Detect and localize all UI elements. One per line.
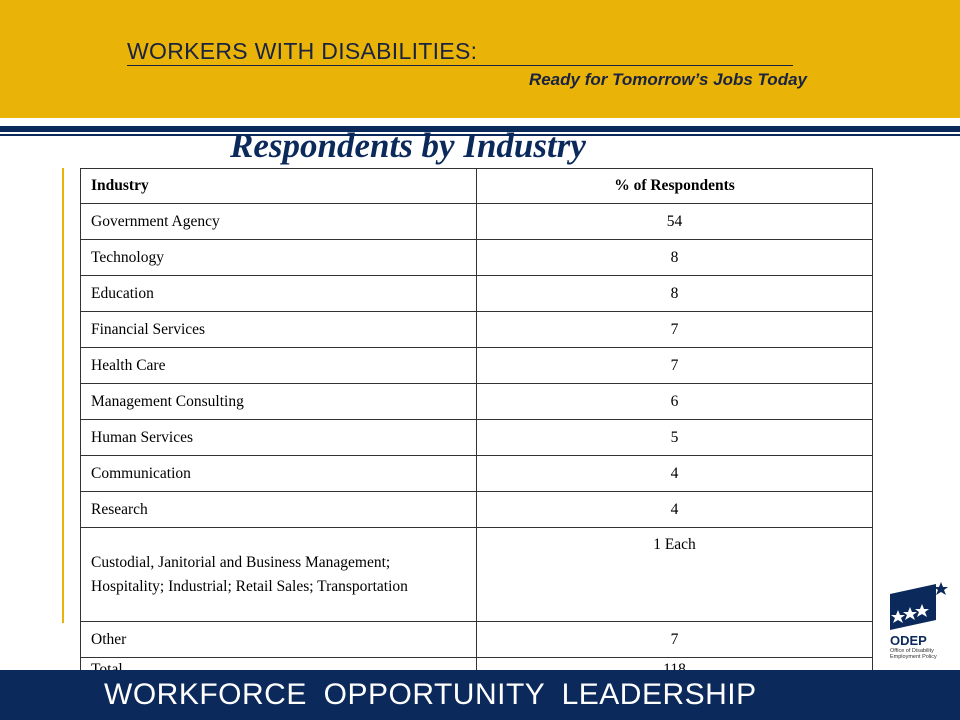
percent-cell: 7 [476,347,873,384]
industry-cell: Research [80,491,477,528]
footer-bar: WORKFORCE OPPORTUNITY LEADERSHIP [0,670,960,720]
percent-cell: 8 [476,275,873,312]
percent-cell: 4 [476,455,873,492]
banner-title: WORKERS WITH DISABILITIES: [127,38,478,64]
table-row: Custodial, Janitorial and Business Manag… [80,527,873,622]
slide-title: Respondents by Industry [230,126,586,165]
industry-cell: Communication [80,455,477,492]
table-row: Human Services 5 [80,419,873,456]
respondents-table: Industry % of Respondents Government Age… [80,168,873,690]
percent-cell: 4 [476,491,873,528]
table-row: Other 7 [80,621,873,658]
percent-cell: 7 [476,311,873,348]
table-row: Health Care 7 [80,347,873,384]
table-row: Technology 8 [80,239,873,276]
table-header-row: Industry % of Respondents [80,168,873,204]
banner-rule [127,65,793,66]
percent-cell: 8 [476,239,873,276]
percent-cell: 5 [476,419,873,456]
table-row: Government Agency 54 [80,203,873,240]
industry-cell: Technology [80,239,477,276]
percent-cell: 6 [476,383,873,420]
industry-cell: Other [80,621,477,658]
odep-label: ODEP [890,633,927,648]
industry-cell: Human Services [80,419,477,456]
industry-cell: Financial Services [80,311,477,348]
header-percent: % of Respondents [476,168,873,204]
odep-subtitle: Office of Disability Employment Policy [890,648,937,660]
percent-cell: 7 [476,621,873,658]
side-accent-line [62,168,64,623]
footer-text: WORKFORCE OPPORTUNITY LEADERSHIP [104,678,757,711]
industry-cell: Custodial, Janitorial and Business Manag… [80,527,477,622]
header-industry: Industry [80,168,477,204]
industry-cell: Health Care [80,347,477,384]
percent-cell: 54 [476,203,873,240]
table-row: Communication 4 [80,455,873,492]
percent-cell: 1 Each [476,527,873,622]
banner-tagline: Ready for Tomorrow’s Jobs Today [528,70,807,89]
industry-cell: Government Agency [80,203,477,240]
header-stripe-thin [0,134,960,136]
table-row: Education 8 [80,275,873,312]
header-banner: WORKERS WITH DISABILITIES: Ready for Tom… [0,0,960,118]
odep-stars-icon [890,582,948,630]
industry-cell: Management Consulting [80,383,477,420]
header-stripe [0,126,960,132]
table-row: Financial Services 7 [80,311,873,348]
industry-cell: Education [80,275,477,312]
table-row: Management Consulting 6 [80,383,873,420]
table-row: Research 4 [80,491,873,528]
